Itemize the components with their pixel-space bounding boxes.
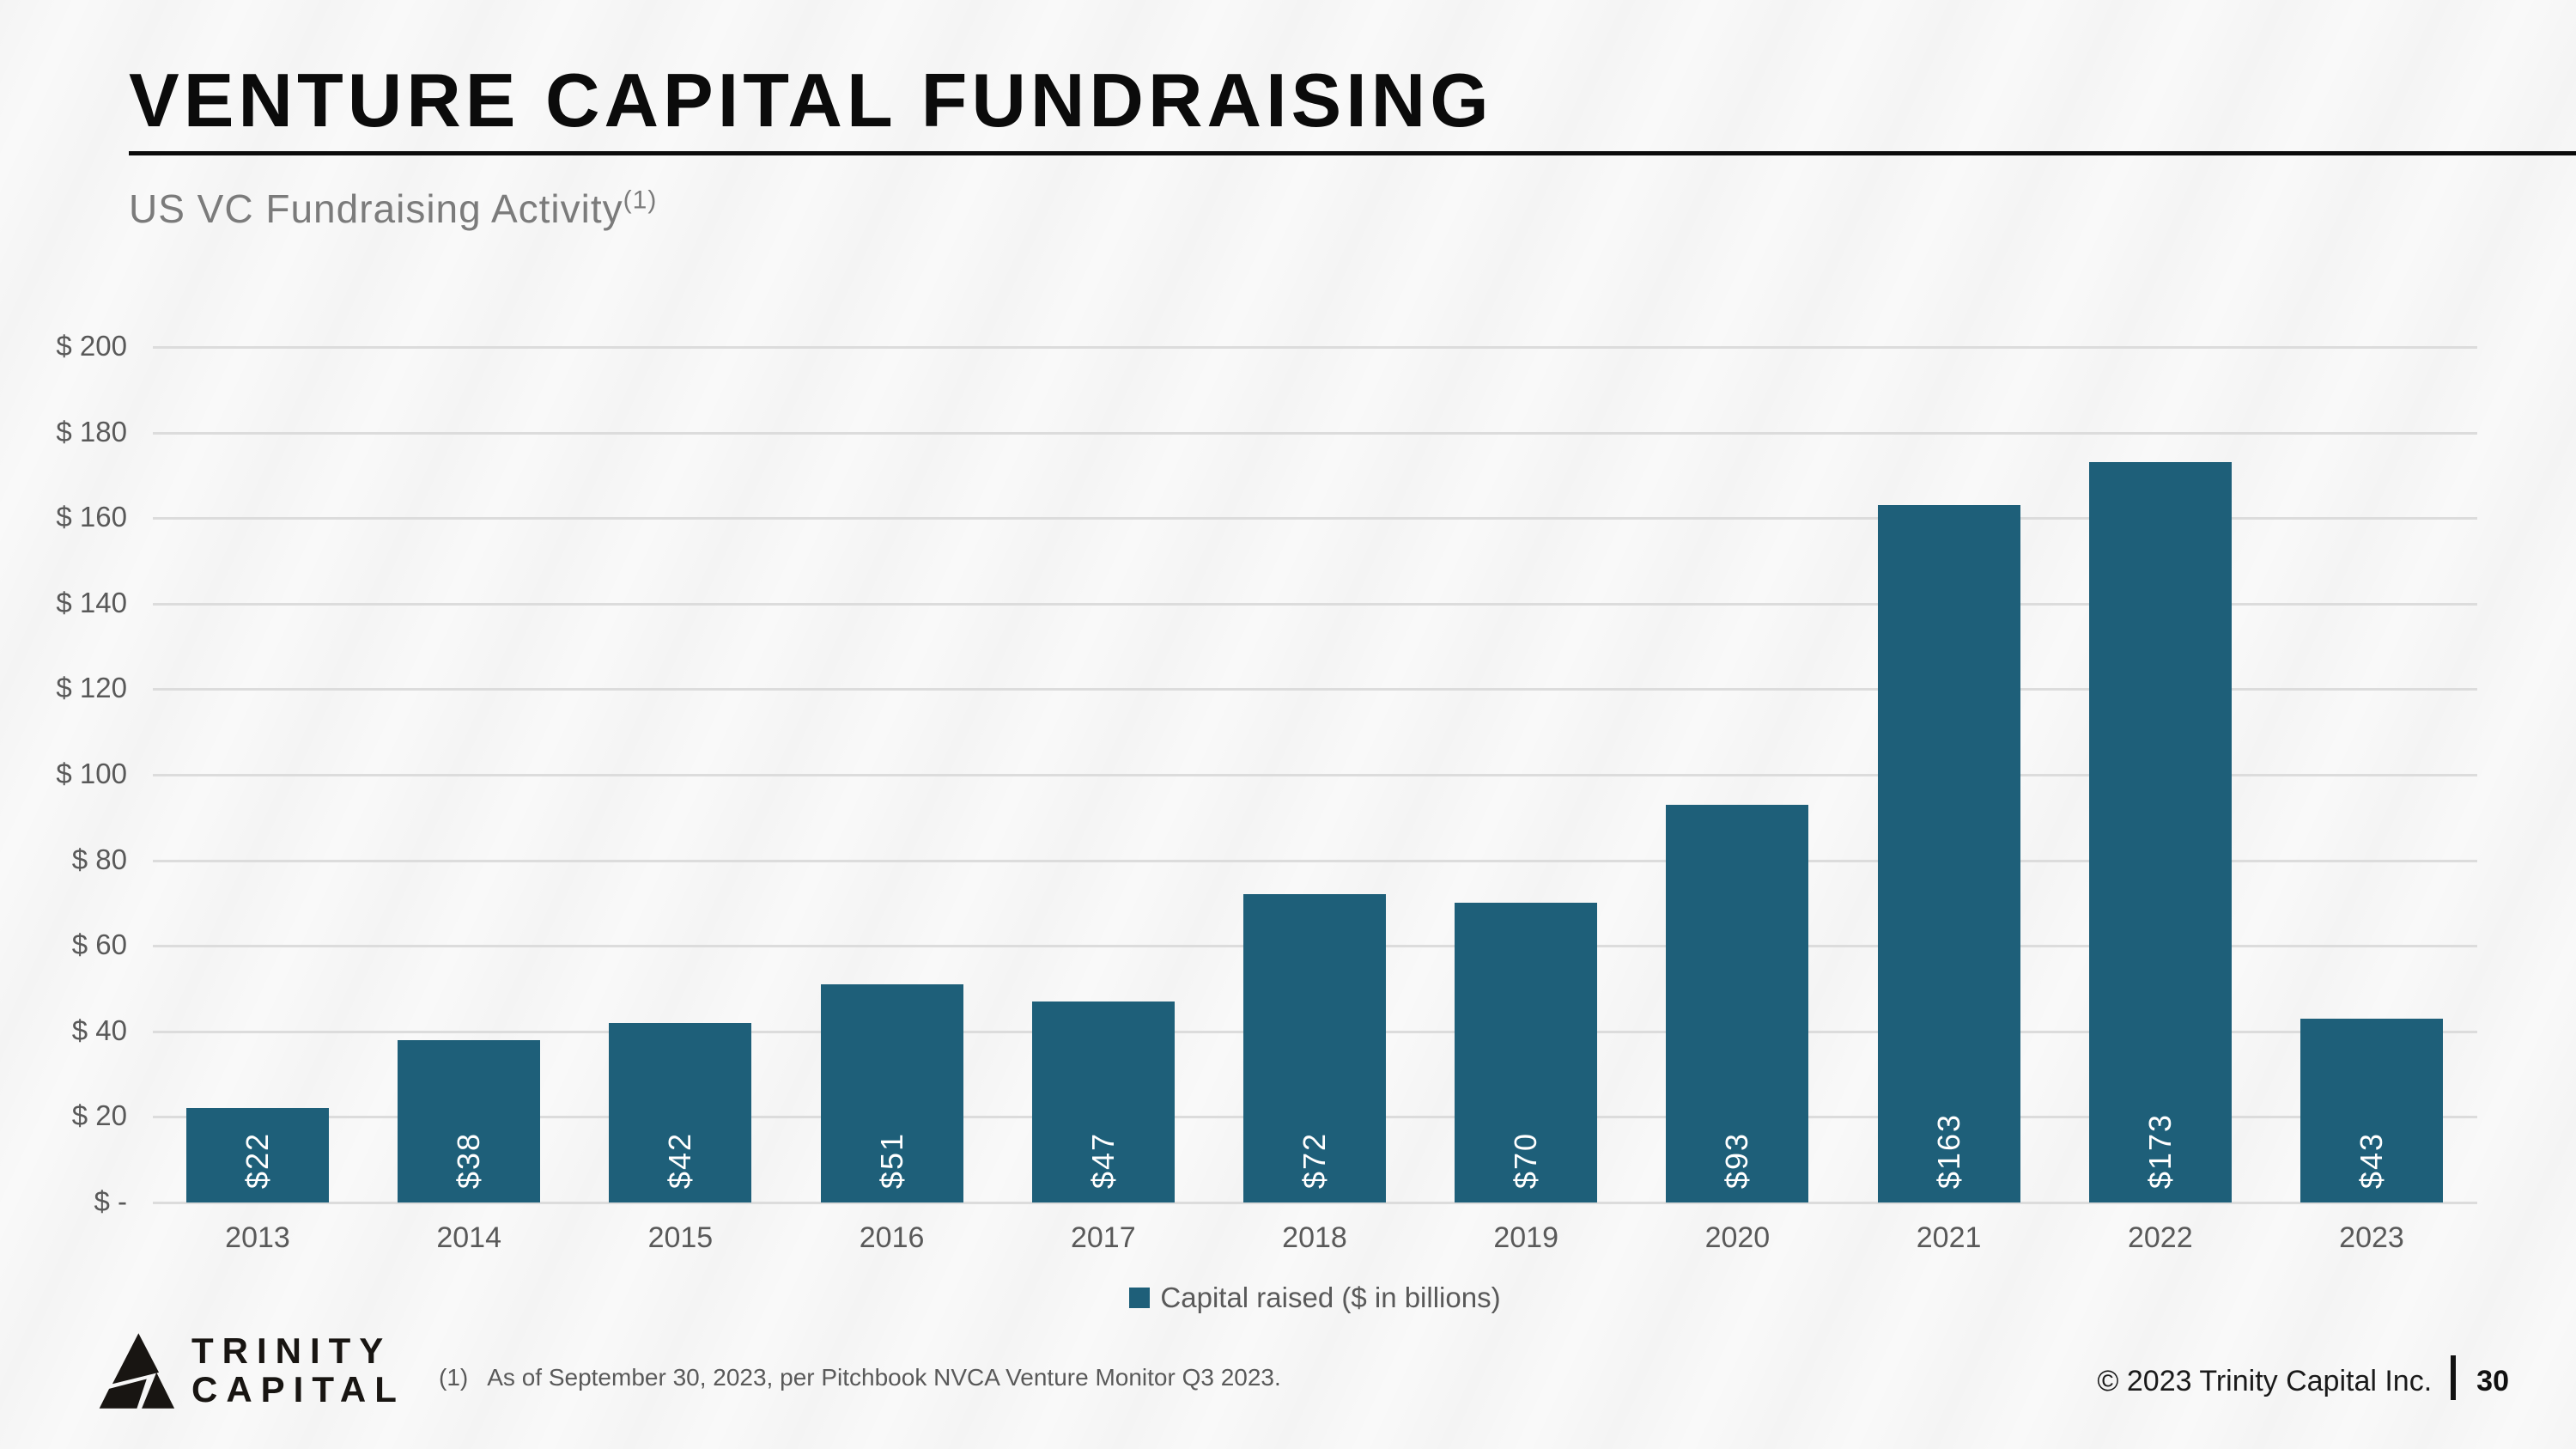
x-axis-tick-label: 2014 xyxy=(436,1221,501,1254)
footer: © 2023 Trinity Capital Inc. 30 xyxy=(2097,1355,2509,1407)
x-axis-tick-label: 2023 xyxy=(2339,1221,2404,1254)
legend-swatch-icon xyxy=(1129,1288,1151,1308)
x-axis: 2013 2014 2015 2016 2017 2018 2019 2020 2021 2022… xyxy=(153,347,2477,1254)
bar: $72 xyxy=(1243,894,1386,1202)
gridline xyxy=(153,774,2477,776)
x-axis-tick-label: 2021 xyxy=(1916,1221,1982,1254)
title-underline xyxy=(129,151,2576,155)
bar: $70 xyxy=(1455,903,1598,1202)
triangle-logo-icon xyxy=(99,1333,175,1409)
gridline xyxy=(153,688,2477,691)
page-title: VENTURE CAPITAL FUNDRAISING xyxy=(129,58,1493,143)
bar: $47 xyxy=(1031,1001,1175,1202)
y-axis-tick-label: $ 80 xyxy=(71,843,127,875)
bar: $22 xyxy=(186,1108,329,1202)
y-axis-tick-label: $ - xyxy=(94,1185,127,1217)
copyright-text: © 2023 Trinity Capital Inc. xyxy=(2097,1364,2433,1397)
x-axis-tick-label: 2013 xyxy=(225,1221,290,1254)
x-axis-tick-label: 2018 xyxy=(1282,1221,1347,1254)
bar-chart: $ - $ 20 $ 40 $ 60 $ 80 $ 100 $ 120 $ 140 $ 160 $… xyxy=(56,330,2477,1254)
y-axis-tick-label: $ 200 xyxy=(56,330,127,362)
y-axis: $ - $ 20 $ 40 $ 60 $ 80 $ 100 $ 120 $ 140 $ 160 $… xyxy=(0,330,127,1217)
logo-wordmark: TRINITY CAPITAL xyxy=(191,1330,405,1409)
logo-line-1: TRINITY xyxy=(191,1330,392,1372)
gridline xyxy=(153,602,2477,606)
bar: $43 xyxy=(2300,1018,2443,1202)
x-axis-tick-label: 2015 xyxy=(647,1221,714,1254)
footer-divider xyxy=(2451,1355,2457,1400)
gridline xyxy=(153,346,2477,349)
x-axis-tick-label: 2019 xyxy=(1493,1221,1558,1254)
footnote-marker: (1) xyxy=(439,1364,469,1391)
page-number: 30 xyxy=(2476,1364,2509,1397)
bar: $93 xyxy=(1666,804,1809,1202)
footnote-reference: (1) xyxy=(623,186,658,215)
gridline xyxy=(153,859,2477,862)
bar: $173 xyxy=(2088,462,2232,1202)
footnote: (1) As of September 30, 2023, per Pitchb… xyxy=(439,1364,1281,1391)
trinity-capital-logo: TRINITY CAPITAL xyxy=(94,1331,405,1410)
y-axis-tick-label: $ 140 xyxy=(56,586,127,618)
chart-subtitle-text: US VC Fundraising Activity xyxy=(129,186,623,231)
gridline xyxy=(153,1202,2477,1204)
gridline xyxy=(153,517,2477,521)
bar: $163 xyxy=(1877,505,2020,1202)
footnote-text: As of September 30, 2023, per Pitchbook … xyxy=(487,1364,1281,1391)
x-axis-tick-label: 2020 xyxy=(1704,1221,1771,1254)
legend-label: Capital raised ($ in billions) xyxy=(1160,1282,1501,1313)
y-axis-tick-label: $ 100 xyxy=(56,758,127,789)
y-axis-tick-label: $ 160 xyxy=(56,501,127,533)
y-axis-tick-label: $ 60 xyxy=(71,928,127,961)
x-axis-tick-label: 2017 xyxy=(1070,1221,1136,1254)
bar: $38 xyxy=(398,1039,541,1202)
y-axis-tick-label: $ 40 xyxy=(71,1014,127,1046)
x-axis-tick-label: 2022 xyxy=(2127,1221,2193,1254)
chart-legend: Capital raised ($ in billions) xyxy=(153,1282,2477,1314)
gridline xyxy=(153,431,2477,435)
chart-subtitle: US VC Fundraising Activity(1) xyxy=(129,186,657,232)
x-axis-tick-label: 2016 xyxy=(859,1221,925,1254)
y-axis-tick-label: $ 120 xyxy=(56,672,127,704)
bar: $42 xyxy=(609,1022,752,1202)
y-axis-tick-label: $ 180 xyxy=(56,415,127,447)
logo-line-2: CAPITAL xyxy=(191,1369,405,1409)
bar: $51 xyxy=(820,984,963,1202)
bar-series: $22 $38 $42 $51 $47 $72 $70 $93 $163 $173 $43 xyxy=(153,347,2477,1202)
y-axis-tick-label: $ 20 xyxy=(71,1099,127,1132)
